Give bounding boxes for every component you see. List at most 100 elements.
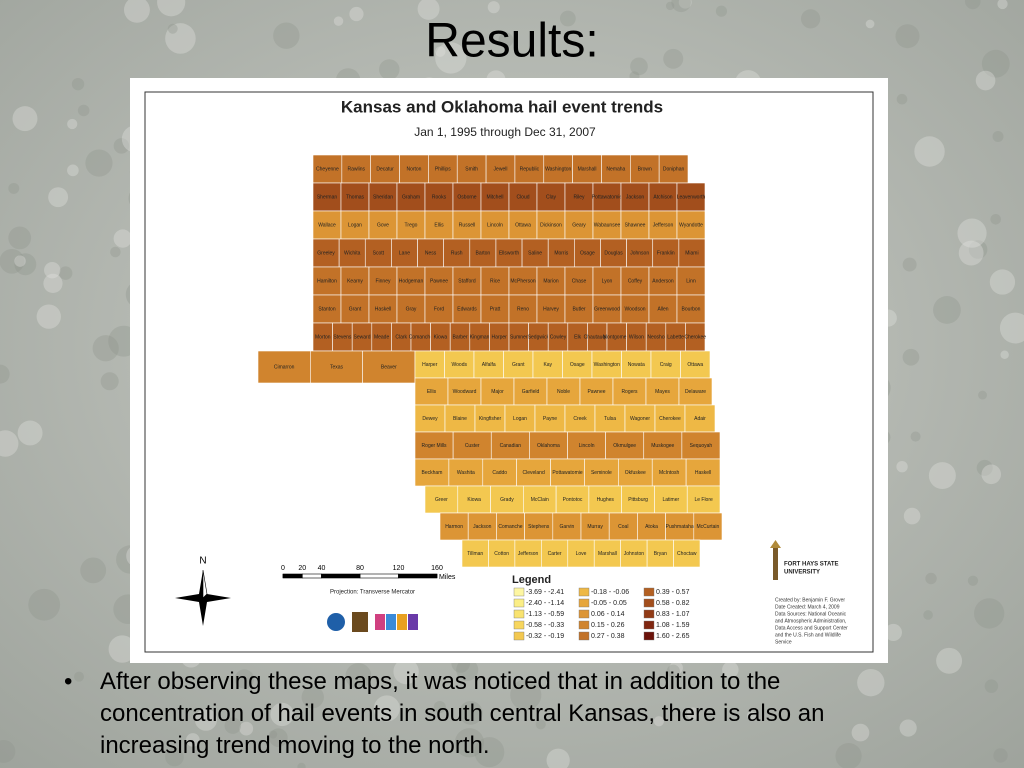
- county: [508, 294, 538, 324]
- hailstone: [957, 218, 987, 248]
- slide-title: Results:: [425, 15, 598, 68]
- county-label: Hamilton: [317, 278, 337, 284]
- hailstone: [270, 702, 294, 727]
- county: [490, 431, 530, 460]
- county-label: Ottawa: [515, 222, 531, 228]
- county: [550, 458, 585, 487]
- county-label: Graham: [402, 194, 420, 200]
- county-label: Major: [491, 389, 504, 395]
- legend-label: -2.40 - -1.14: [526, 600, 564, 607]
- county-label: Cowley: [550, 334, 567, 340]
- agency-logos: [327, 612, 418, 632]
- county: [443, 238, 471, 268]
- county-label: Russell: [459, 222, 475, 228]
- scale-label: 20: [298, 565, 306, 572]
- bullet-point: • After observing these maps, it was noti…: [64, 666, 894, 762]
- county-label: Pawnee: [430, 278, 448, 284]
- county: [567, 539, 595, 568]
- county-label: Anderson: [652, 278, 674, 284]
- county-label: Kingfisher: [479, 416, 502, 422]
- county: [428, 154, 458, 184]
- county-label: Marshall: [598, 551, 617, 557]
- county-label: Edwards: [457, 306, 477, 312]
- hailstone: [165, 23, 196, 54]
- county-label: Murray: [587, 524, 603, 530]
- counties: Cheyenne Rawlins Decatur Norton Phillips Smit…: [257, 154, 723, 568]
- hailstone: [678, 0, 692, 9]
- hailstone: [333, 16, 344, 26]
- county-label: Republic: [520, 166, 540, 172]
- scale-segment: [321, 573, 361, 579]
- county-label: Dickinson: [540, 222, 562, 228]
- county-label: Osage: [580, 250, 595, 256]
- noaa-logo: [327, 613, 345, 631]
- hailstone: [989, 269, 1016, 295]
- county-label: Scott: [373, 250, 385, 256]
- county-label: Cloud: [516, 194, 529, 200]
- county: [658, 154, 689, 184]
- county-label: Kearny: [347, 278, 363, 284]
- legend-label: -0.32 - -0.19: [526, 633, 564, 640]
- county-label: Comanche: [498, 524, 522, 530]
- county-label: Jefferson: [518, 551, 539, 557]
- hailstone: [746, 711, 756, 720]
- hailstone: [194, 708, 218, 731]
- county-label: Ellis: [434, 222, 444, 228]
- county: [514, 539, 542, 568]
- county-label: Nemaha: [606, 166, 625, 172]
- hailstone: [1000, 350, 1009, 360]
- hailstone: [665, 1, 675, 11]
- county-label: Custer: [465, 443, 480, 449]
- map-frame: [144, 91, 874, 653]
- county-label: Ottawa: [687, 362, 703, 368]
- county: [591, 350, 622, 379]
- county: [648, 210, 678, 240]
- county-label: Montgomery: [603, 334, 631, 340]
- county-label: Craig: [660, 362, 672, 368]
- county-label: Washington: [545, 166, 571, 172]
- county-label: Allen: [657, 306, 668, 312]
- hailstone: [896, 461, 908, 473]
- legend-label: 0.15 - 0.26: [591, 622, 625, 629]
- county: [646, 539, 674, 568]
- county-label: Jackson: [626, 194, 645, 200]
- north-label: N: [199, 556, 206, 567]
- county-label: Sedgwick: [528, 334, 550, 340]
- county: [508, 266, 538, 296]
- hailstone: [964, 0, 981, 10]
- county: [678, 377, 713, 406]
- county: [592, 182, 622, 212]
- hailstone: [273, 22, 300, 49]
- county-label: Jefferson: [653, 222, 674, 228]
- county: [452, 294, 482, 324]
- county-label: Clark: [395, 334, 407, 340]
- county-label: Decatur: [376, 166, 394, 172]
- county: [601, 154, 631, 184]
- hailstone: [669, 661, 683, 675]
- county-label: Kiowa: [467, 497, 481, 503]
- county: [340, 294, 370, 324]
- hailstone: [234, 669, 255, 689]
- county-label: Lane: [399, 250, 410, 256]
- county-label: Seward: [354, 334, 371, 340]
- legend-swatch: [643, 587, 655, 597]
- county-label: Carter: [548, 551, 562, 557]
- county-label: Douglas: [604, 250, 623, 256]
- county-label: Wagoner: [630, 416, 650, 422]
- county-label: Wallace: [318, 222, 336, 228]
- county-label: Morton: [315, 334, 331, 340]
- county: [414, 350, 445, 379]
- hailstone: [417, 0, 440, 20]
- county-label: Harmon: [445, 524, 463, 530]
- hailstone: [165, 747, 184, 767]
- scale-label: 40: [318, 565, 326, 572]
- county-label: Pushmataha: [666, 524, 694, 530]
- county: [592, 266, 622, 296]
- county-label: Garvin: [560, 524, 575, 530]
- county-label: Ford: [434, 306, 445, 312]
- legend-swatch: [578, 631, 590, 641]
- county: [567, 431, 606, 460]
- county: [424, 266, 454, 296]
- county: [686, 485, 721, 514]
